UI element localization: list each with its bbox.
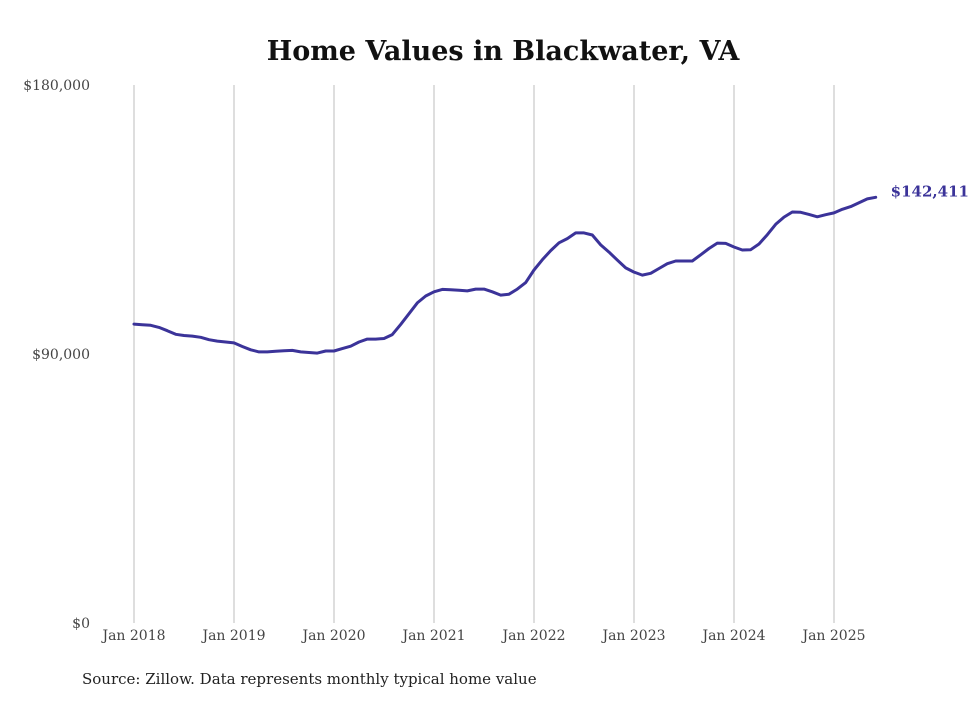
x-tick-label: Jan 2025 xyxy=(800,628,865,644)
series-line xyxy=(132,195,878,355)
grid xyxy=(133,85,835,623)
y-tick-label: $90,000 xyxy=(32,347,90,363)
y-axis: $0 $90,000 $180,000 xyxy=(23,78,90,632)
x-tick-label: Jan 2019 xyxy=(200,628,265,644)
source-note: Source: Zillow. Data represents monthly … xyxy=(82,670,537,688)
x-tick-label: Jan 2018 xyxy=(100,628,165,644)
end-value-label: $142,411 xyxy=(891,182,969,200)
y-tick-label: $0 xyxy=(72,616,90,632)
y-tick-label: $180,000 xyxy=(23,78,90,94)
series: $142,411 xyxy=(132,182,969,355)
x-tick-label: Jan 2022 xyxy=(500,628,565,644)
x-tick-label: Jan 2024 xyxy=(700,628,765,644)
x-tick-label: Jan 2023 xyxy=(600,628,665,644)
x-tick-label: Jan 2021 xyxy=(400,628,465,644)
x-axis: Jan 2018 Jan 2019 Jan 2020 Jan 2021 Jan 2022… xyxy=(100,628,865,644)
chart-title: Home Values in Blackwater, VA xyxy=(267,36,741,67)
x-tick-label: Jan 2020 xyxy=(300,628,365,644)
